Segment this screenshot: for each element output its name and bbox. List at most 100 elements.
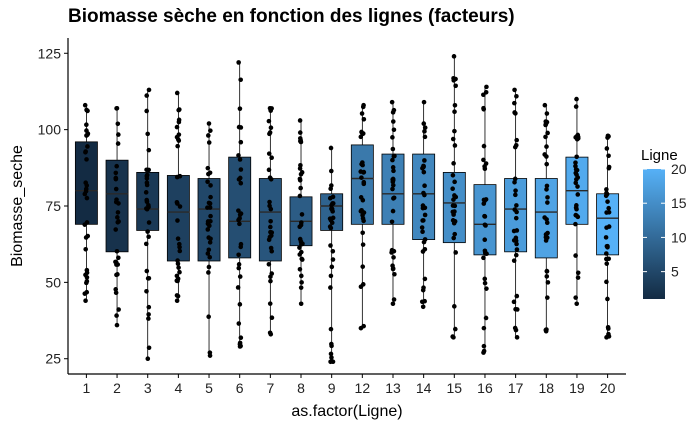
data-point xyxy=(116,255,121,261)
data-point xyxy=(451,235,457,241)
data-point xyxy=(299,220,304,225)
data-point xyxy=(144,180,150,186)
data-point xyxy=(360,131,365,137)
data-point xyxy=(329,183,334,188)
data-point xyxy=(82,102,88,108)
data-point xyxy=(604,279,609,285)
data-point xyxy=(327,195,333,201)
x-tick-label: 7 xyxy=(266,380,274,396)
data-point xyxy=(84,220,90,225)
data-point xyxy=(114,272,119,278)
data-point xyxy=(481,92,486,98)
data-point xyxy=(268,224,273,230)
data-point xyxy=(544,220,550,226)
data-point xyxy=(329,207,335,212)
data-point xyxy=(236,217,241,223)
data-point xyxy=(268,274,273,280)
data-point xyxy=(297,177,303,183)
data-point xyxy=(144,93,150,98)
data-point xyxy=(453,83,458,89)
data-point xyxy=(236,321,242,326)
data-point xyxy=(545,230,550,236)
data-point xyxy=(421,239,427,245)
data-point xyxy=(422,129,427,134)
data-point xyxy=(146,316,151,321)
data-point xyxy=(176,265,181,270)
data-point xyxy=(175,201,180,206)
y-axis-label: Biomasse_seche xyxy=(9,145,26,267)
data-point xyxy=(146,87,152,93)
data-point xyxy=(605,296,610,302)
data-point xyxy=(145,356,151,362)
data-point xyxy=(114,262,119,267)
data-point xyxy=(484,286,489,291)
data-point xyxy=(422,246,428,252)
data-point xyxy=(481,343,487,349)
data-point xyxy=(575,270,581,276)
data-point xyxy=(484,84,489,90)
data-point xyxy=(205,133,211,138)
data-point xyxy=(450,218,456,223)
data-point xyxy=(390,182,396,188)
data-point xyxy=(574,177,579,182)
data-point xyxy=(175,258,180,263)
data-point xyxy=(330,257,336,262)
data-point xyxy=(176,107,181,113)
data-point xyxy=(298,185,303,191)
data-point xyxy=(573,221,578,227)
data-point xyxy=(116,132,121,137)
data-point xyxy=(606,153,611,159)
x-tick-label: 17 xyxy=(508,380,524,396)
data-point xyxy=(113,287,119,292)
data-point xyxy=(114,313,119,318)
y-tick-label: 25 xyxy=(45,351,61,367)
data-point xyxy=(238,180,244,186)
data-point xyxy=(238,125,244,130)
data-point xyxy=(452,193,457,198)
data-point xyxy=(481,105,486,111)
data-point xyxy=(236,265,242,271)
data-point xyxy=(174,124,180,130)
data-point xyxy=(145,276,151,281)
data-point xyxy=(238,167,244,172)
data-point xyxy=(512,144,518,150)
data-point xyxy=(237,341,243,347)
x-tick-label: 13 xyxy=(385,380,401,396)
data-point xyxy=(360,264,366,269)
data-point xyxy=(419,225,425,230)
data-point xyxy=(206,171,211,177)
data-point xyxy=(390,119,396,124)
legend-ticks: 5 10 15 20 xyxy=(643,161,687,280)
data-point xyxy=(544,269,550,274)
data-point xyxy=(420,229,425,235)
data-point xyxy=(453,250,459,255)
data-point xyxy=(604,261,610,266)
data-point xyxy=(205,205,210,210)
data-point xyxy=(514,93,519,99)
data-point xyxy=(238,77,243,83)
legend-tick-label: 10 xyxy=(671,229,687,245)
data-point xyxy=(514,335,520,340)
data-point xyxy=(267,301,273,306)
x-tick-label: 14 xyxy=(416,380,432,396)
data-point xyxy=(421,99,427,105)
data-point xyxy=(450,334,455,339)
data-point xyxy=(329,220,335,226)
data-point xyxy=(146,345,152,351)
data-point xyxy=(174,134,180,140)
data-point xyxy=(390,186,395,192)
data-point xyxy=(512,207,518,212)
data-point xyxy=(605,199,610,204)
data-point xyxy=(482,237,488,243)
legend-tick-label: 5 xyxy=(671,264,679,280)
data-point xyxy=(267,131,272,137)
x-tick-label: 15 xyxy=(447,380,463,396)
data-point xyxy=(328,351,334,357)
data-point xyxy=(573,160,578,165)
data-point xyxy=(481,348,487,354)
data-point xyxy=(573,295,578,300)
data-point xyxy=(359,175,364,180)
data-point xyxy=(392,271,397,277)
data-point xyxy=(300,241,305,247)
x-tick-label: 5 xyxy=(205,380,213,396)
